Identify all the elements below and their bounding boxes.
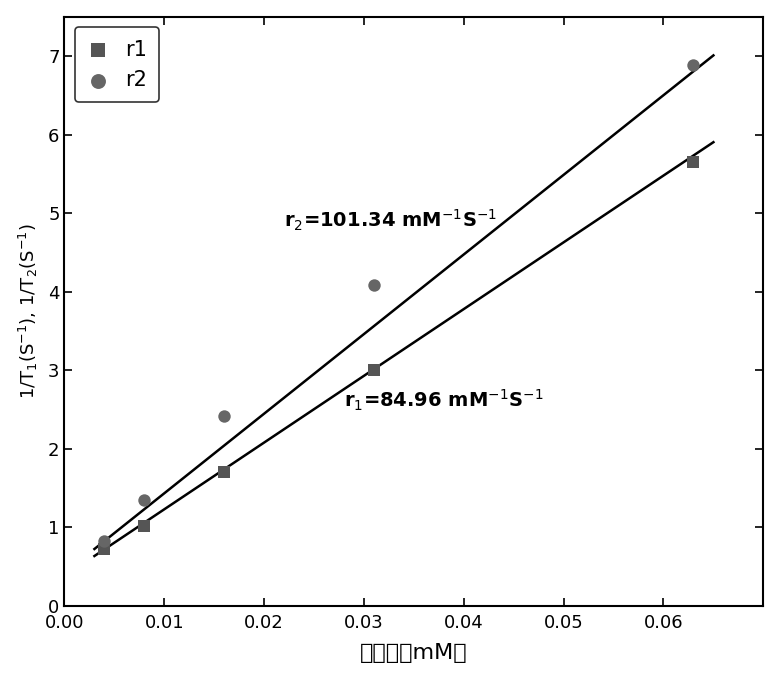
Y-axis label: 1/T$_1$(S$^{-1}$), 1/T$_2$(S$^{-1}$): 1/T$_1$(S$^{-1}$), 1/T$_2$(S$^{-1}$) xyxy=(16,224,40,399)
r1 xyxy=(687,156,700,167)
r2 xyxy=(218,410,230,421)
X-axis label: 钒浓度（mM）: 钒浓度（mM） xyxy=(360,643,468,663)
r2 xyxy=(687,60,700,71)
r1 xyxy=(98,544,111,555)
Legend: r1, r2: r1, r2 xyxy=(75,27,159,103)
Text: r$_2$=101.34 mM$^{-1}$S$^{-1}$: r$_2$=101.34 mM$^{-1}$S$^{-1}$ xyxy=(284,207,497,233)
Text: r$_1$=84.96 mM$^{-1}$S$^{-1}$: r$_1$=84.96 mM$^{-1}$S$^{-1}$ xyxy=(344,388,544,413)
r1 xyxy=(367,364,380,375)
r2 xyxy=(138,494,151,505)
r2 xyxy=(98,536,111,547)
r1 xyxy=(138,520,151,531)
r2 xyxy=(367,280,380,291)
r1 xyxy=(218,467,230,478)
